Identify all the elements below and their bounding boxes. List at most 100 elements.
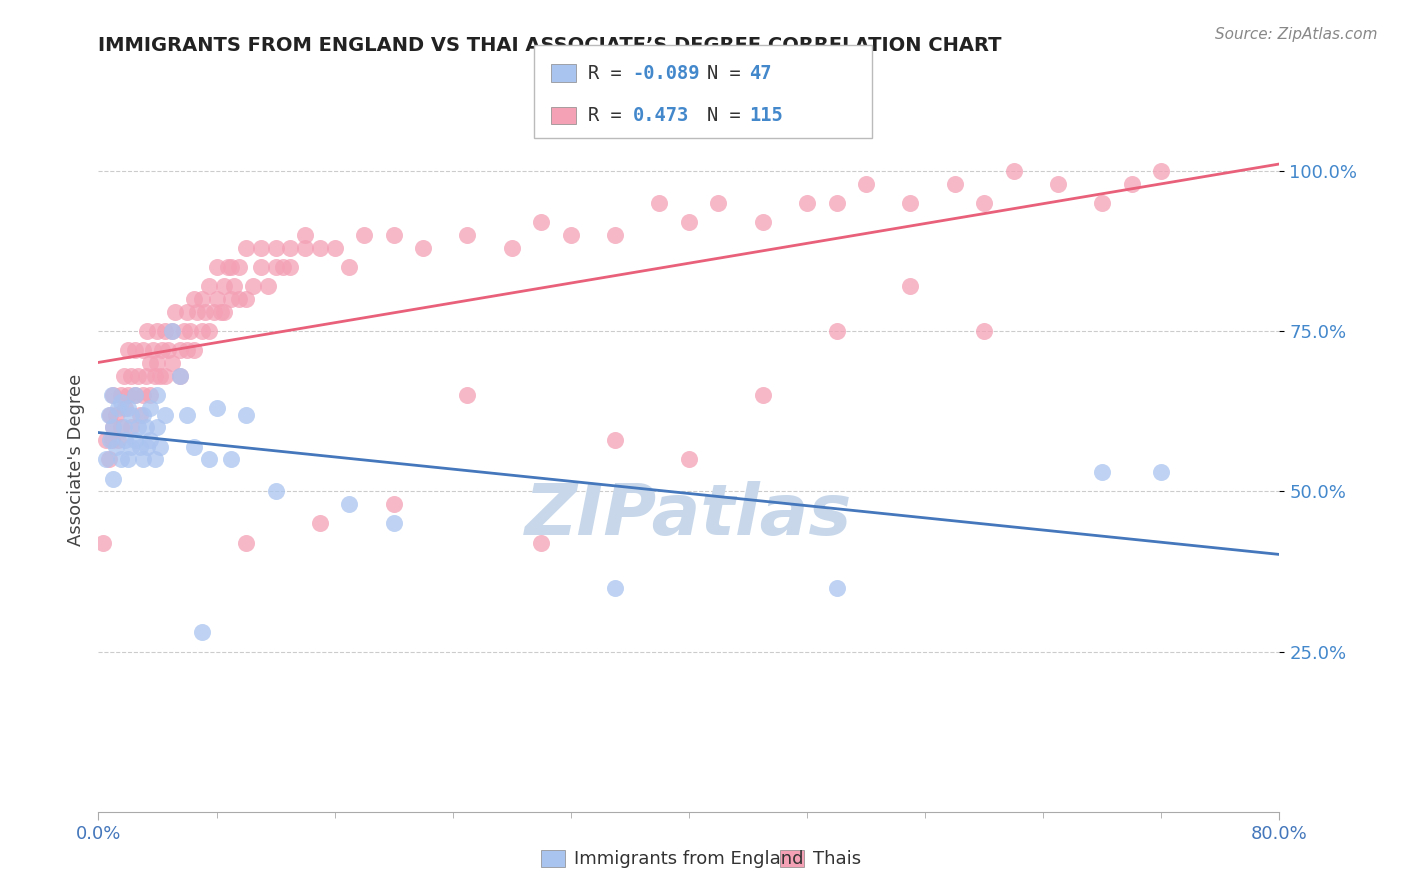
Point: [250, 260, 273, 275]
Point: [91, 535, 114, 549]
Point: [530, 535, 553, 549]
Point: [143, 369, 166, 384]
Point: [202, 305, 225, 319]
Text: 0.473: 0.473: [633, 106, 689, 125]
Point: [183, 292, 205, 306]
Point: [124, 433, 146, 447]
Point: [127, 369, 149, 384]
Point: [198, 324, 221, 338]
Point: [648, 196, 671, 211]
Point: [501, 241, 523, 255]
Text: IMMIGRANTS FROM ENGLAND VS THAI ASSOCIATE’S DEGREE CORRELATION CHART: IMMIGRANTS FROM ENGLAND VS THAI ASSOCIAT…: [98, 36, 1002, 54]
Point: [124, 343, 146, 358]
Point: [1002, 164, 1025, 178]
Point: [132, 343, 155, 358]
Point: [294, 241, 316, 255]
Point: [191, 292, 214, 306]
Point: [280, 260, 302, 275]
Point: [112, 420, 135, 434]
Point: [242, 279, 264, 293]
Point: [132, 388, 155, 402]
Point: [100, 388, 122, 402]
Point: [117, 388, 139, 402]
Point: [205, 260, 228, 275]
Point: [146, 356, 169, 370]
Point: [825, 581, 848, 595]
Point: [149, 440, 172, 454]
Point: [191, 625, 214, 640]
Point: [153, 324, 176, 338]
Point: [135, 369, 157, 384]
Point: [1091, 465, 1114, 479]
Point: [97, 452, 120, 467]
Point: [114, 401, 136, 416]
Point: [323, 241, 346, 255]
Point: [1150, 465, 1173, 479]
Point: [103, 420, 125, 434]
Point: [107, 401, 129, 416]
Point: [120, 440, 142, 454]
Point: [114, 433, 136, 447]
Point: [97, 408, 120, 422]
Point: [103, 388, 125, 402]
Point: [127, 420, 149, 434]
Point: [191, 324, 214, 338]
Point: [752, 215, 775, 229]
Point: [183, 440, 205, 454]
Point: [156, 343, 179, 358]
Point: [205, 401, 228, 416]
Point: [235, 292, 257, 306]
Point: [110, 420, 132, 434]
Text: 47: 47: [749, 63, 772, 83]
Point: [186, 305, 208, 319]
Point: [165, 305, 187, 319]
Point: [105, 408, 128, 422]
Point: [825, 196, 848, 211]
Point: [530, 215, 553, 229]
Point: [1121, 177, 1143, 191]
Point: [100, 433, 122, 447]
Point: [973, 324, 995, 338]
Point: [678, 452, 700, 467]
Point: [112, 369, 135, 384]
Point: [943, 177, 966, 191]
Text: -0.089: -0.089: [633, 63, 700, 83]
Point: [135, 420, 157, 434]
Point: [162, 356, 183, 370]
Point: [382, 516, 405, 531]
Point: [973, 196, 995, 211]
Point: [120, 420, 142, 434]
Point: [150, 343, 173, 358]
Point: [146, 420, 169, 434]
Point: [105, 440, 128, 454]
Point: [149, 369, 172, 384]
Point: [194, 305, 217, 319]
Point: [412, 241, 434, 255]
Point: [900, 196, 922, 211]
Point: [271, 260, 294, 275]
Point: [176, 305, 198, 319]
Point: [264, 241, 287, 255]
Point: [117, 452, 139, 467]
Point: [217, 260, 239, 275]
Point: [752, 388, 775, 402]
Point: [103, 472, 125, 486]
Text: Immigrants from England: Immigrants from England: [574, 850, 803, 868]
Point: [179, 324, 201, 338]
Point: [1046, 177, 1070, 191]
Text: N =: N =: [707, 63, 752, 83]
Point: [124, 388, 146, 402]
Point: [224, 279, 246, 293]
Point: [132, 452, 155, 467]
Point: [257, 279, 280, 293]
Point: [117, 401, 139, 416]
Point: [94, 452, 117, 467]
Point: [339, 260, 361, 275]
Point: [169, 369, 191, 384]
Point: [228, 260, 250, 275]
Point: [136, 324, 159, 338]
Point: [382, 228, 405, 243]
Point: [678, 215, 700, 229]
Point: [309, 516, 332, 531]
Text: Thais: Thais: [813, 850, 860, 868]
